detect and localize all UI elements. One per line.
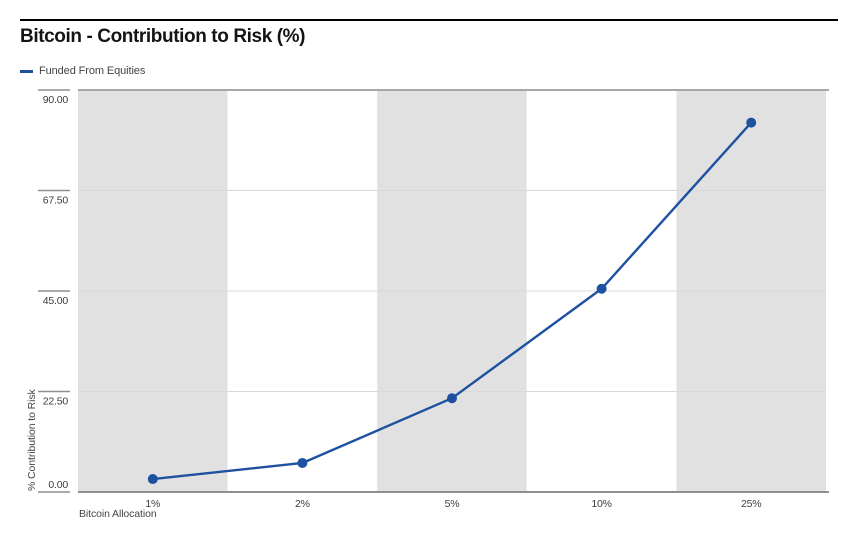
- data-point[interactable]: [297, 457, 308, 468]
- y-tick-label: 45.00: [43, 295, 69, 307]
- chart-legend[interactable]: Funded From Equities: [20, 65, 145, 77]
- chart-title: Bitcoin - Contribution to Risk (%): [20, 26, 306, 47]
- x-tick-label: 25%: [741, 498, 761, 510]
- x-tick-label: 10%: [591, 498, 611, 510]
- title-rule: [20, 19, 838, 21]
- data-point[interactable]: [147, 474, 158, 485]
- legend-line-marker: [20, 69, 33, 73]
- y-tick-label: 67.50: [43, 195, 69, 207]
- data-point[interactable]: [596, 283, 607, 294]
- legend-label: Funded From Equities: [39, 65, 146, 77]
- data-point[interactable]: [447, 393, 457, 404]
- y-tick-label: 0.00: [48, 479, 68, 491]
- y-axis-title: % Contribution to Risk: [26, 389, 38, 491]
- y-tick-label: 90.00: [43, 94, 69, 106]
- x-tick-label: 1%: [145, 498, 160, 510]
- x-axis-title: Bitcoin Allocation: [79, 508, 157, 520]
- data-point[interactable]: [746, 117, 757, 128]
- x-tick-label: 2%: [295, 498, 310, 510]
- x-tick-label: 5%: [445, 498, 460, 510]
- y-tick-label: 22.50: [43, 396, 69, 408]
